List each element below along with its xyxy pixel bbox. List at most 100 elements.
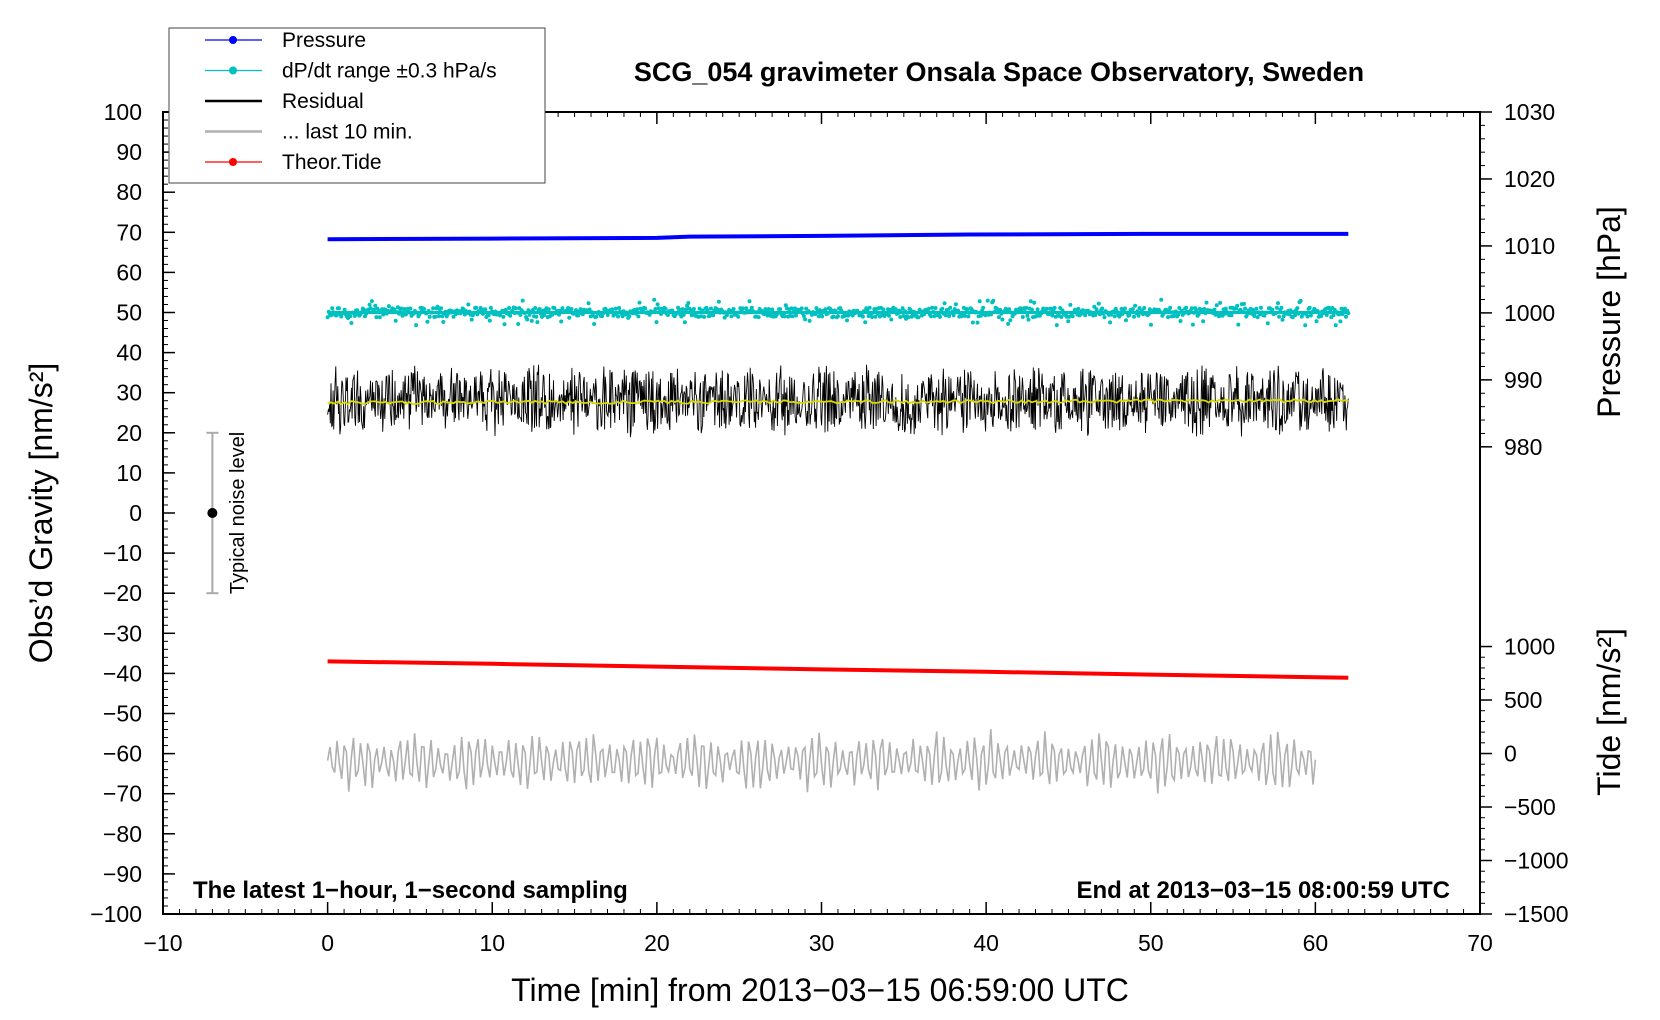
y-tick-label: −70 [103,781,142,807]
y-tick-label: 50 [116,300,142,326]
dpdt-point [339,314,344,319]
dpdt-point [427,314,432,319]
dpdt-point [1308,313,1313,318]
tide-axis: 1000 500 0 −500 −1000 −1500 [1479,634,1569,927]
y-axis-title-tide: Tide [nm/s²] [1591,628,1627,796]
dpdt-point [1094,307,1099,312]
legend-label: Pressure [282,29,366,52]
dpdt-point [953,302,958,307]
legend-label: Theor.Tide [282,151,382,174]
legend-label: Residual [282,90,364,113]
dpdt-point [652,297,657,302]
dpdt-point [433,314,438,319]
dpdt-point [533,306,538,310]
dpdt-point [778,307,783,312]
x-tick-label: 30 [809,930,835,956]
dpdt-point [867,305,872,310]
dpdt-point [503,307,508,312]
dpdt-point [617,306,622,310]
dpdt-point [592,322,597,326]
dpdt-point [1204,300,1209,305]
last-10-min-line [326,728,1317,794]
dpdt-point [702,314,707,319]
x-tick-label: 40 [973,930,999,956]
dpdt-point [715,307,720,312]
dpdt-point [1025,313,1030,318]
dpdt-point [374,315,379,320]
dpdt-point [408,306,413,311]
dpdt-point [1070,314,1075,319]
dpdt-point [942,301,947,306]
dpdt-point [1059,315,1064,319]
y-tick-label: 30 [116,380,142,406]
dpdt-point [377,315,382,320]
dpdt-point [559,319,564,324]
dpdt-point [342,307,347,312]
dpdt-point [587,307,592,312]
dpdt-point [513,306,518,311]
dpdt-point [1066,319,1071,324]
dpdt-point [1096,301,1101,306]
dpdt-point [1130,307,1135,312]
dpdt-point [1028,299,1033,304]
dpdt-point [1274,305,1279,310]
dpdt-point [654,320,659,325]
dpdt-point [1295,306,1300,311]
dpdt-point [731,307,736,311]
legend-marker [229,66,237,75]
dpdt-point [466,302,471,307]
y-tick-label: 80 [116,179,142,205]
y-tick-label: −80 [103,821,142,847]
x-tick-label: 70 [1467,930,1493,956]
dpdt-point [997,315,1001,320]
dpdt-point [373,303,378,308]
y-tick-label: −60 [103,741,142,767]
dpdt-point [535,320,540,325]
dpdt-point [534,314,539,319]
dpdt-point [1127,313,1132,318]
dpdt-point [1255,315,1260,320]
dpdt-point [613,306,618,311]
dpdt-point [930,305,935,310]
y-tick-label: 20 [116,420,142,446]
dpdt-point [898,315,903,319]
dpdt-point [1281,314,1286,319]
dpdt-point [1026,317,1031,322]
dpdt-point [756,315,761,320]
dpdt-point [368,306,373,311]
x-tick-label: 60 [1303,930,1329,956]
dpdt-point [1050,313,1055,318]
pressure-tick-label: 980 [1504,434,1542,460]
dpdt-point [567,315,572,320]
dpdt-point [1243,306,1248,311]
legend-label: ... last 10 min. [282,121,413,144]
dpdt-point [422,307,426,311]
dpdt-point [1279,305,1284,310]
dpdt-point [1178,319,1183,323]
dpdt-point [1068,302,1073,307]
pressure-line [327,231,1349,242]
dpdt-point [938,314,942,319]
dpdt-point [863,320,868,325]
dpdt-point [677,307,682,312]
dpdt-point [594,314,599,319]
dpdt-point [627,314,632,319]
dpdt-point [1259,305,1263,310]
dpdt-point [729,314,734,319]
residual-mean-line [327,398,1349,406]
dpdt-point [711,313,716,318]
dpdt-point [507,306,512,310]
dpdt-point [1212,307,1217,312]
dpdt-point [889,317,894,322]
pressure-tick-label: 990 [1504,367,1542,393]
dpdt-point [1166,315,1170,320]
legend-label: dP/dt range ±0.3 hPa/s [282,60,497,83]
dpdt-point [1132,314,1136,319]
dpdt-point [1044,306,1049,311]
dpdt-point [653,307,658,311]
dpdt-point [943,313,948,318]
dpdt-point [1024,305,1029,310]
dpdt-point [900,306,905,311]
dpdt-point [1137,306,1142,311]
dpdt-point [823,307,828,312]
